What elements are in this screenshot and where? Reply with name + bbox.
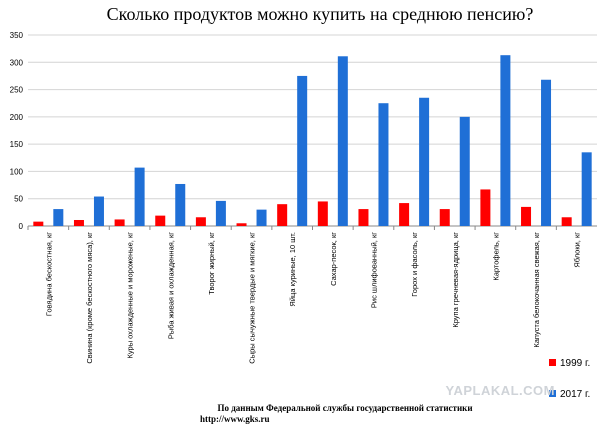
bar-series-1 <box>33 221 44 226</box>
bar-series-1 <box>277 204 288 226</box>
y-tick-label: 350 <box>10 31 24 40</box>
x-tick-label: Говядина бескостная, кг <box>44 232 53 316</box>
legend-swatch <box>549 359 556 366</box>
bar-series-1 <box>236 223 247 226</box>
y-tick-label: 250 <box>10 86 24 95</box>
x-tick-label: Свинина (кроме бескостного мяса), кг <box>85 232 94 364</box>
bar-series-1 <box>73 219 84 226</box>
bars <box>33 55 592 227</box>
legend: 1999 г. 2017 г. <box>549 358 590 400</box>
y-tick-label: 50 <box>14 195 23 204</box>
x-tick-label: Рыба живая и охлажденная, кг <box>166 232 175 339</box>
bar-series-2 <box>53 209 64 226</box>
bar-series-2 <box>215 200 226 226</box>
x-tick-label: Крупа гречневая-ядрица, кг <box>451 232 460 328</box>
bar-series-2 <box>337 56 348 227</box>
bar-series-1 <box>114 219 125 226</box>
bar-series-1 <box>358 209 369 226</box>
x-axis: Говядина бескостная, кг Свинина (кроме бе… <box>27 226 582 364</box>
y-tick-label: 0 <box>19 222 24 231</box>
bar-series-1 <box>521 206 532 226</box>
x-tick-label: Картофель, кг <box>491 232 500 281</box>
bar-series-1 <box>439 209 450 226</box>
bar-series-2 <box>134 167 145 226</box>
legend-label: 2017 г. <box>560 389 590 400</box>
y-tick-label: 200 <box>10 113 24 122</box>
y-axis: 0 50 100 150 200 250 300 350 <box>10 31 24 231</box>
x-tick-label: Рис шлифованный, кг <box>369 232 378 308</box>
watermark: YAPLAKAL.COM <box>445 383 555 398</box>
y-tick-label: 150 <box>10 140 24 149</box>
legend-swatch <box>549 390 556 397</box>
x-tick-label: Яйца куриные, 10 шт. <box>288 232 297 307</box>
bar-series-2 <box>256 209 267 226</box>
bar-series-2 <box>581 152 592 226</box>
bar-series-2 <box>541 79 552 227</box>
bar-series-2 <box>175 183 186 226</box>
bar-series-1 <box>399 203 410 226</box>
bar-series-2 <box>93 196 104 226</box>
y-tick-label: 100 <box>10 167 24 176</box>
gridlines <box>28 34 597 227</box>
x-tick-label: Творог жирный, кг <box>207 232 216 295</box>
y-tick-label: 300 <box>10 58 24 67</box>
bar-series-2 <box>297 75 308 226</box>
bar-series-1 <box>195 217 206 226</box>
bar-series-1 <box>480 189 491 226</box>
bar-series-2 <box>378 103 389 226</box>
bar-series-1 <box>561 217 572 226</box>
chart-title: Сколько продуктов можно купить на средню… <box>107 4 534 24</box>
x-tick-label: Сахар-песок, кг <box>329 232 338 286</box>
x-tick-label: Яблоки, кг <box>573 232 582 268</box>
x-tick-label: Куры охлажденные и мороженые, кг <box>126 232 135 359</box>
bar-series-2 <box>419 97 430 226</box>
source-line: По данным Федеральной службы государстве… <box>217 403 472 413</box>
source-url: http://www.gks.ru <box>200 414 270 424</box>
bar-series-2 <box>500 55 511 226</box>
legend-label: 1999 г. <box>560 358 590 369</box>
x-tick-label: Горох и фасоль, кг <box>410 232 419 297</box>
bar-series-2 <box>459 116 470 226</box>
x-tick-label: Капуста белокочанная свежая, кг <box>532 232 541 348</box>
x-tick-label: Сыры сычужные твердые и мягкие, кг <box>248 232 257 364</box>
bar-series-1 <box>155 215 166 226</box>
bar-series-1 <box>317 201 328 226</box>
